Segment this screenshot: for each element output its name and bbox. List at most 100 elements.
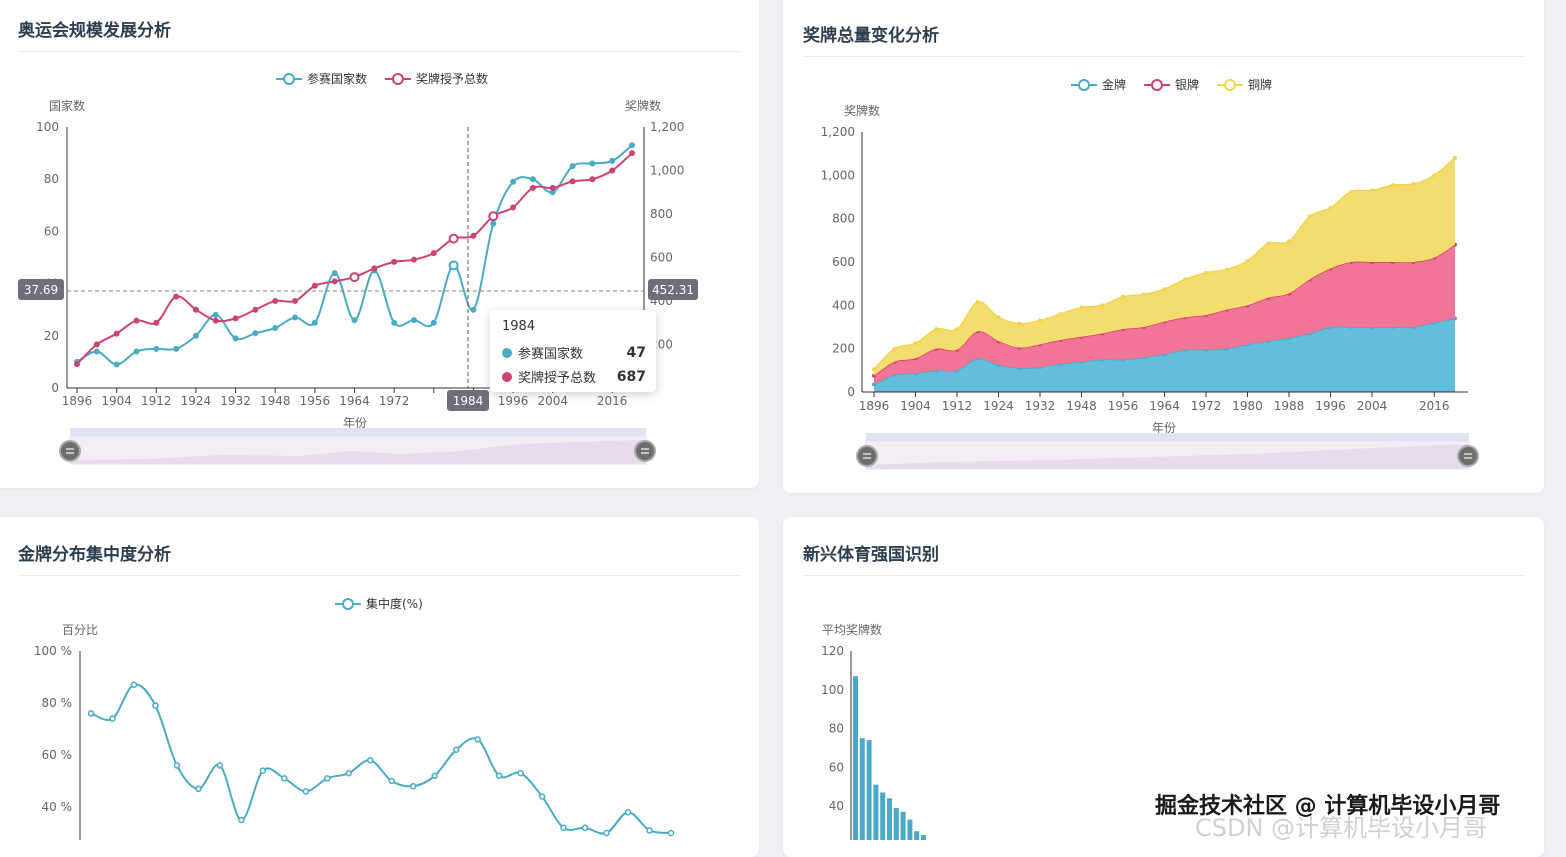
data-point	[192, 306, 199, 313]
legend-item-countries[interactable]: 参赛国家数	[276, 70, 367, 87]
y-left-tick-label: 100	[36, 120, 59, 134]
scale-legend: 参赛国家数 奖牌授予总数	[276, 70, 506, 87]
datazoom-slider[interactable]	[59, 428, 656, 465]
concentration-chart[interactable]: 百分比 40 % 60 % 80 % 100 %	[0, 0, 760, 840]
data-point	[624, 808, 632, 816]
y-left-tick-label: 0	[51, 381, 59, 395]
data-point	[1058, 312, 1063, 316]
data-point	[430, 250, 437, 257]
data-point	[1266, 241, 1271, 246]
data-point	[173, 293, 180, 300]
data-point	[589, 160, 596, 167]
data-point	[1453, 156, 1457, 160]
y-tick-label: 80 %	[42, 696, 73, 710]
crosshair-right-label: 452.31	[652, 283, 694, 297]
legend-item-silver[interactable]: 银牌	[1144, 76, 1199, 93]
chart-tooltip: 1984 参赛国家数 47 奖牌授予总数 687	[490, 310, 656, 392]
datazoom-handle-right[interactable]	[1457, 445, 1479, 467]
tooltip-title: 1984	[502, 319, 536, 334]
data-point	[470, 232, 477, 239]
x-tick-label: 1972	[379, 394, 410, 408]
tooltip-dot-icon	[502, 371, 512, 382]
bar	[900, 811, 906, 840]
crosshair-left-label-bg	[18, 279, 64, 300]
concentration-legend: 集中度(%)	[335, 595, 441, 612]
medals-card-divider	[803, 56, 1525, 57]
tooltip-label: 参赛国家数	[518, 347, 584, 362]
datazoom-handle-left[interactable]	[856, 445, 878, 467]
data-point	[495, 772, 503, 780]
data-point	[996, 315, 1001, 320]
data-point	[549, 184, 556, 191]
data-point	[152, 702, 159, 709]
data-point	[130, 681, 138, 689]
data-point	[87, 710, 95, 717]
legend-item-bronze[interactable]: 铜牌	[1217, 76, 1272, 93]
legend-item-gold[interactable]: 金牌	[1071, 76, 1126, 93]
data-point	[388, 777, 395, 785]
data-point	[569, 178, 576, 185]
y-right-tick-label: 1,200	[650, 120, 684, 134]
y-tick-label: 60 %	[42, 748, 73, 762]
x-tick-label: 1932	[220, 394, 251, 408]
data-point	[173, 762, 181, 769]
x-tick-label: 1996	[1315, 399, 1346, 413]
data-point	[488, 211, 499, 222]
data-point	[331, 278, 338, 285]
y-axis-name: 百分比	[62, 623, 98, 637]
data-point	[474, 736, 481, 743]
concentration-card-divider	[18, 575, 740, 576]
legend-item-concentration[interactable]: 集中度(%)	[335, 595, 423, 612]
y-axis-name: 平均奖牌数	[822, 622, 882, 637]
data-point	[667, 829, 675, 837]
y-right-tick-label: 800	[650, 207, 673, 221]
medals-legend: 金牌 银牌 铜牌	[1071, 76, 1290, 93]
y-left-axis-name: 国家数	[49, 98, 85, 113]
data-point	[345, 769, 353, 777]
datazoom-slider[interactable]	[856, 433, 1479, 470]
x-tick-label: 2016	[597, 394, 628, 408]
data-point	[302, 788, 310, 795]
data-point	[324, 775, 331, 782]
data-point	[913, 341, 918, 346]
medals-card-title: 奖牌总量变化分析	[803, 26, 939, 46]
data-point	[371, 265, 378, 272]
data-point	[1100, 303, 1105, 308]
data-point	[272, 298, 279, 304]
data-point	[1017, 321, 1022, 326]
x-tick-label: 1964	[1149, 399, 1180, 413]
data-point	[74, 361, 80, 368]
data-point	[629, 142, 635, 149]
data-point	[934, 327, 939, 332]
data-point	[192, 332, 199, 339]
data-point	[1370, 188, 1374, 193]
datazoom-handle-right[interactable]	[634, 440, 656, 462]
scale-card-divider	[18, 51, 740, 52]
emerging-card	[783, 517, 1544, 857]
data-point	[470, 306, 477, 313]
x-tick-label: 1924	[181, 394, 212, 408]
data-point	[603, 829, 610, 837]
data-point	[93, 341, 100, 348]
datazoom-handle-left[interactable]	[59, 440, 81, 462]
x-tick-label: 1904	[101, 394, 132, 408]
data-point	[431, 772, 438, 780]
tooltip-value: 687	[616, 368, 646, 385]
legend-label-medals-total: 奖牌授予总数	[416, 72, 489, 86]
data-point	[448, 233, 459, 244]
data-point	[212, 311, 219, 318]
legend-item-medals-total[interactable]: 奖牌授予总数	[385, 70, 488, 87]
data-point	[1162, 287, 1167, 292]
datazoom-track	[70, 428, 646, 436]
data-point	[1038, 318, 1042, 323]
data-point	[391, 319, 398, 326]
x-tick-label: 1956	[300, 394, 331, 408]
y-left-tick-label: 20	[44, 329, 59, 343]
bar	[887, 798, 892, 840]
data-point	[1204, 270, 1208, 275]
data-point	[609, 167, 616, 174]
scale-chart[interactable]: 国家数 奖牌数 年份 0204060801002004006008001,000…	[0, 0, 760, 490]
data-point	[216, 762, 224, 769]
